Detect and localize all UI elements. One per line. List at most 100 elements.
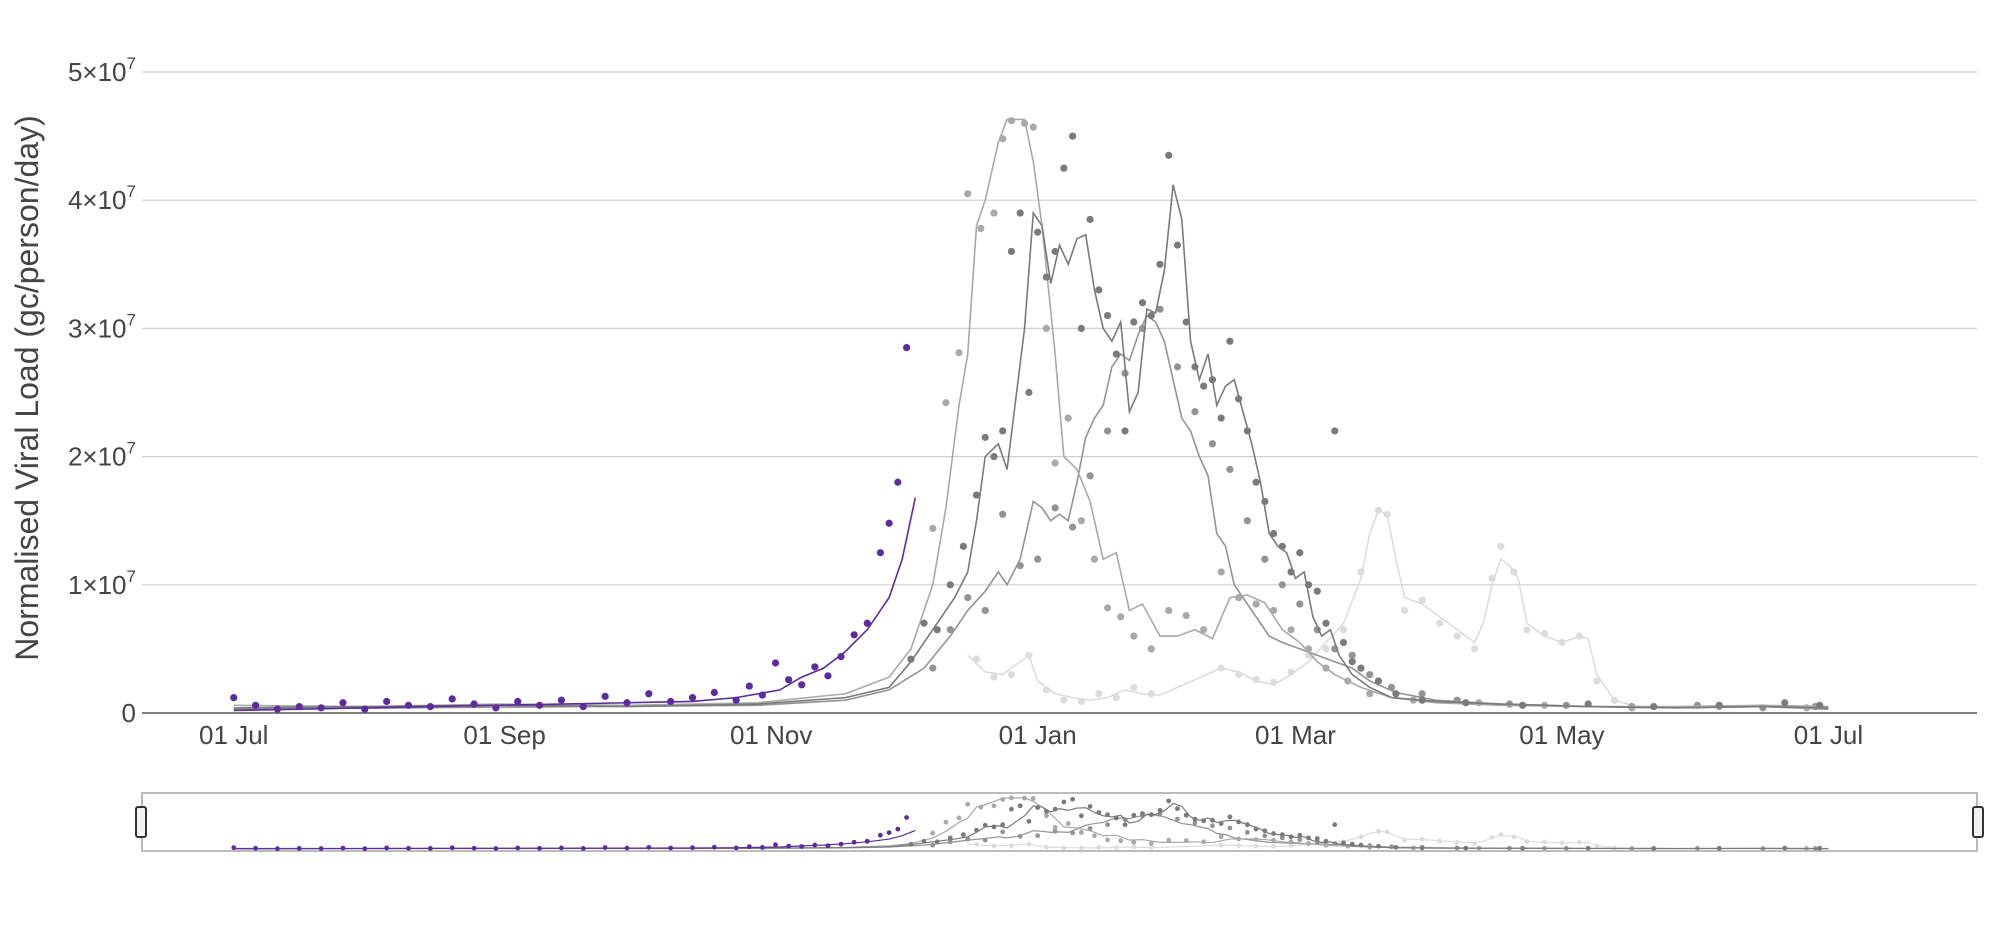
- slider-data-point: [904, 815, 909, 820]
- slider-data-point: [1419, 836, 1425, 842]
- slider-data-point: [1437, 838, 1443, 844]
- x-tick-label: 01 Jul: [1794, 720, 1863, 750]
- slider-data-point: [624, 845, 630, 851]
- slider-data-point: [1323, 842, 1329, 848]
- slider-data-point: [1244, 822, 1250, 828]
- data-point: [1191, 363, 1199, 371]
- slider-data-point: [1210, 817, 1215, 823]
- data-point: [964, 594, 972, 602]
- data-point: [1060, 164, 1068, 172]
- slider-data-point: [1376, 843, 1381, 849]
- slider-data-point: [1520, 845, 1526, 851]
- data-point: [1086, 472, 1094, 480]
- data-point: [1269, 678, 1278, 686]
- slider-data-point: [340, 845, 346, 851]
- data-point: [448, 695, 456, 703]
- data-point: [1173, 241, 1182, 249]
- slider-data-point: [384, 845, 390, 851]
- slider-data-point: [1218, 834, 1224, 840]
- slider-data-point: [1376, 829, 1381, 834]
- range-slider-right-handle[interactable]: [1972, 806, 1984, 838]
- data-point: [1025, 388, 1033, 397]
- slider-data-point: [1218, 842, 1224, 848]
- slider-data-point: [1078, 830, 1084, 835]
- slider-data-point: [296, 846, 302, 851]
- slider-data-point: [1113, 815, 1119, 821]
- slider-data-point: [1078, 813, 1084, 819]
- slider-data-point: [991, 803, 997, 809]
- slider-data-point: [1358, 842, 1364, 848]
- data-point: [492, 704, 500, 712]
- slider-data-point: [1026, 841, 1032, 847]
- slider-data-point: [1009, 843, 1014, 849]
- data-point: [1313, 587, 1321, 595]
- data-point: [1147, 645, 1155, 653]
- data-point: [1235, 395, 1243, 403]
- slider-data-point: [1389, 844, 1394, 850]
- data-point: [946, 581, 954, 589]
- data-point: [1344, 677, 1352, 685]
- slider-data-point: [1306, 841, 1311, 846]
- data-point: [1200, 382, 1208, 390]
- slider-data-point: [1419, 845, 1425, 851]
- data-point: [811, 663, 819, 671]
- data-point: [1392, 690, 1400, 698]
- data-point: [1387, 683, 1396, 691]
- slider-data-point: [406, 845, 411, 851]
- slider-data-point: [1122, 822, 1128, 828]
- series-4: [967, 506, 1633, 707]
- data-point: [1226, 465, 1234, 474]
- data-point: [1069, 523, 1077, 531]
- slider-data-point: [956, 815, 962, 821]
- data-point: [1497, 542, 1505, 550]
- data-point: [1816, 701, 1824, 709]
- slider-data-point: [1148, 844, 1154, 850]
- range-slider[interactable]: [135, 792, 1984, 852]
- range-slider-preview: [231, 795, 1829, 852]
- data-point: [1558, 638, 1566, 647]
- data-point: [1322, 664, 1330, 672]
- slider-data-point: [1000, 822, 1006, 828]
- data-point: [426, 702, 434, 711]
- slider-series-4: [967, 829, 1632, 851]
- slider-data-point: [1105, 837, 1110, 843]
- slider-data-point: [1043, 808, 1049, 814]
- slider-data-point: [449, 845, 455, 851]
- slider-data-point: [1817, 845, 1823, 851]
- slider-data-point: [1148, 812, 1154, 818]
- x-tick-label: 01 Jan: [999, 720, 1077, 750]
- slider-data-point: [1078, 845, 1084, 851]
- data-point: [557, 696, 566, 704]
- slider-data-point: [1236, 819, 1242, 825]
- data-point: [894, 478, 902, 486]
- slider-data-point: [1000, 829, 1006, 835]
- slider-data-point: [991, 843, 997, 849]
- slider-data-point: [786, 843, 792, 849]
- data-point: [1235, 670, 1243, 679]
- slider-data-point: [1166, 837, 1172, 843]
- slider-data-point: [1542, 839, 1547, 845]
- series-1: [233, 117, 1829, 712]
- slider-data-point: [1183, 812, 1189, 818]
- slider-data-point: [1157, 807, 1163, 813]
- data-point: [876, 549, 884, 557]
- slider-data-point: [1463, 845, 1469, 851]
- data-point: [1781, 699, 1789, 707]
- data-point: [1296, 549, 1304, 557]
- data-point: [824, 672, 832, 680]
- data-point: [1051, 459, 1059, 467]
- slider-data-point: [1472, 841, 1477, 846]
- series-2: [233, 132, 1829, 711]
- slider-data-point: [1323, 838, 1329, 844]
- range-slider-left-handle[interactable]: [135, 806, 147, 838]
- slider-data-point: [991, 824, 997, 830]
- data-point: [1339, 638, 1348, 647]
- data-point: [383, 697, 391, 706]
- data-point: [1593, 677, 1601, 685]
- slider-data-point: [908, 841, 914, 847]
- slider-data-point: [1577, 839, 1582, 845]
- slider-data-point: [1118, 838, 1124, 844]
- data-point: [1208, 440, 1217, 448]
- data-point: [999, 427, 1007, 435]
- gridlines: [142, 71, 1977, 714]
